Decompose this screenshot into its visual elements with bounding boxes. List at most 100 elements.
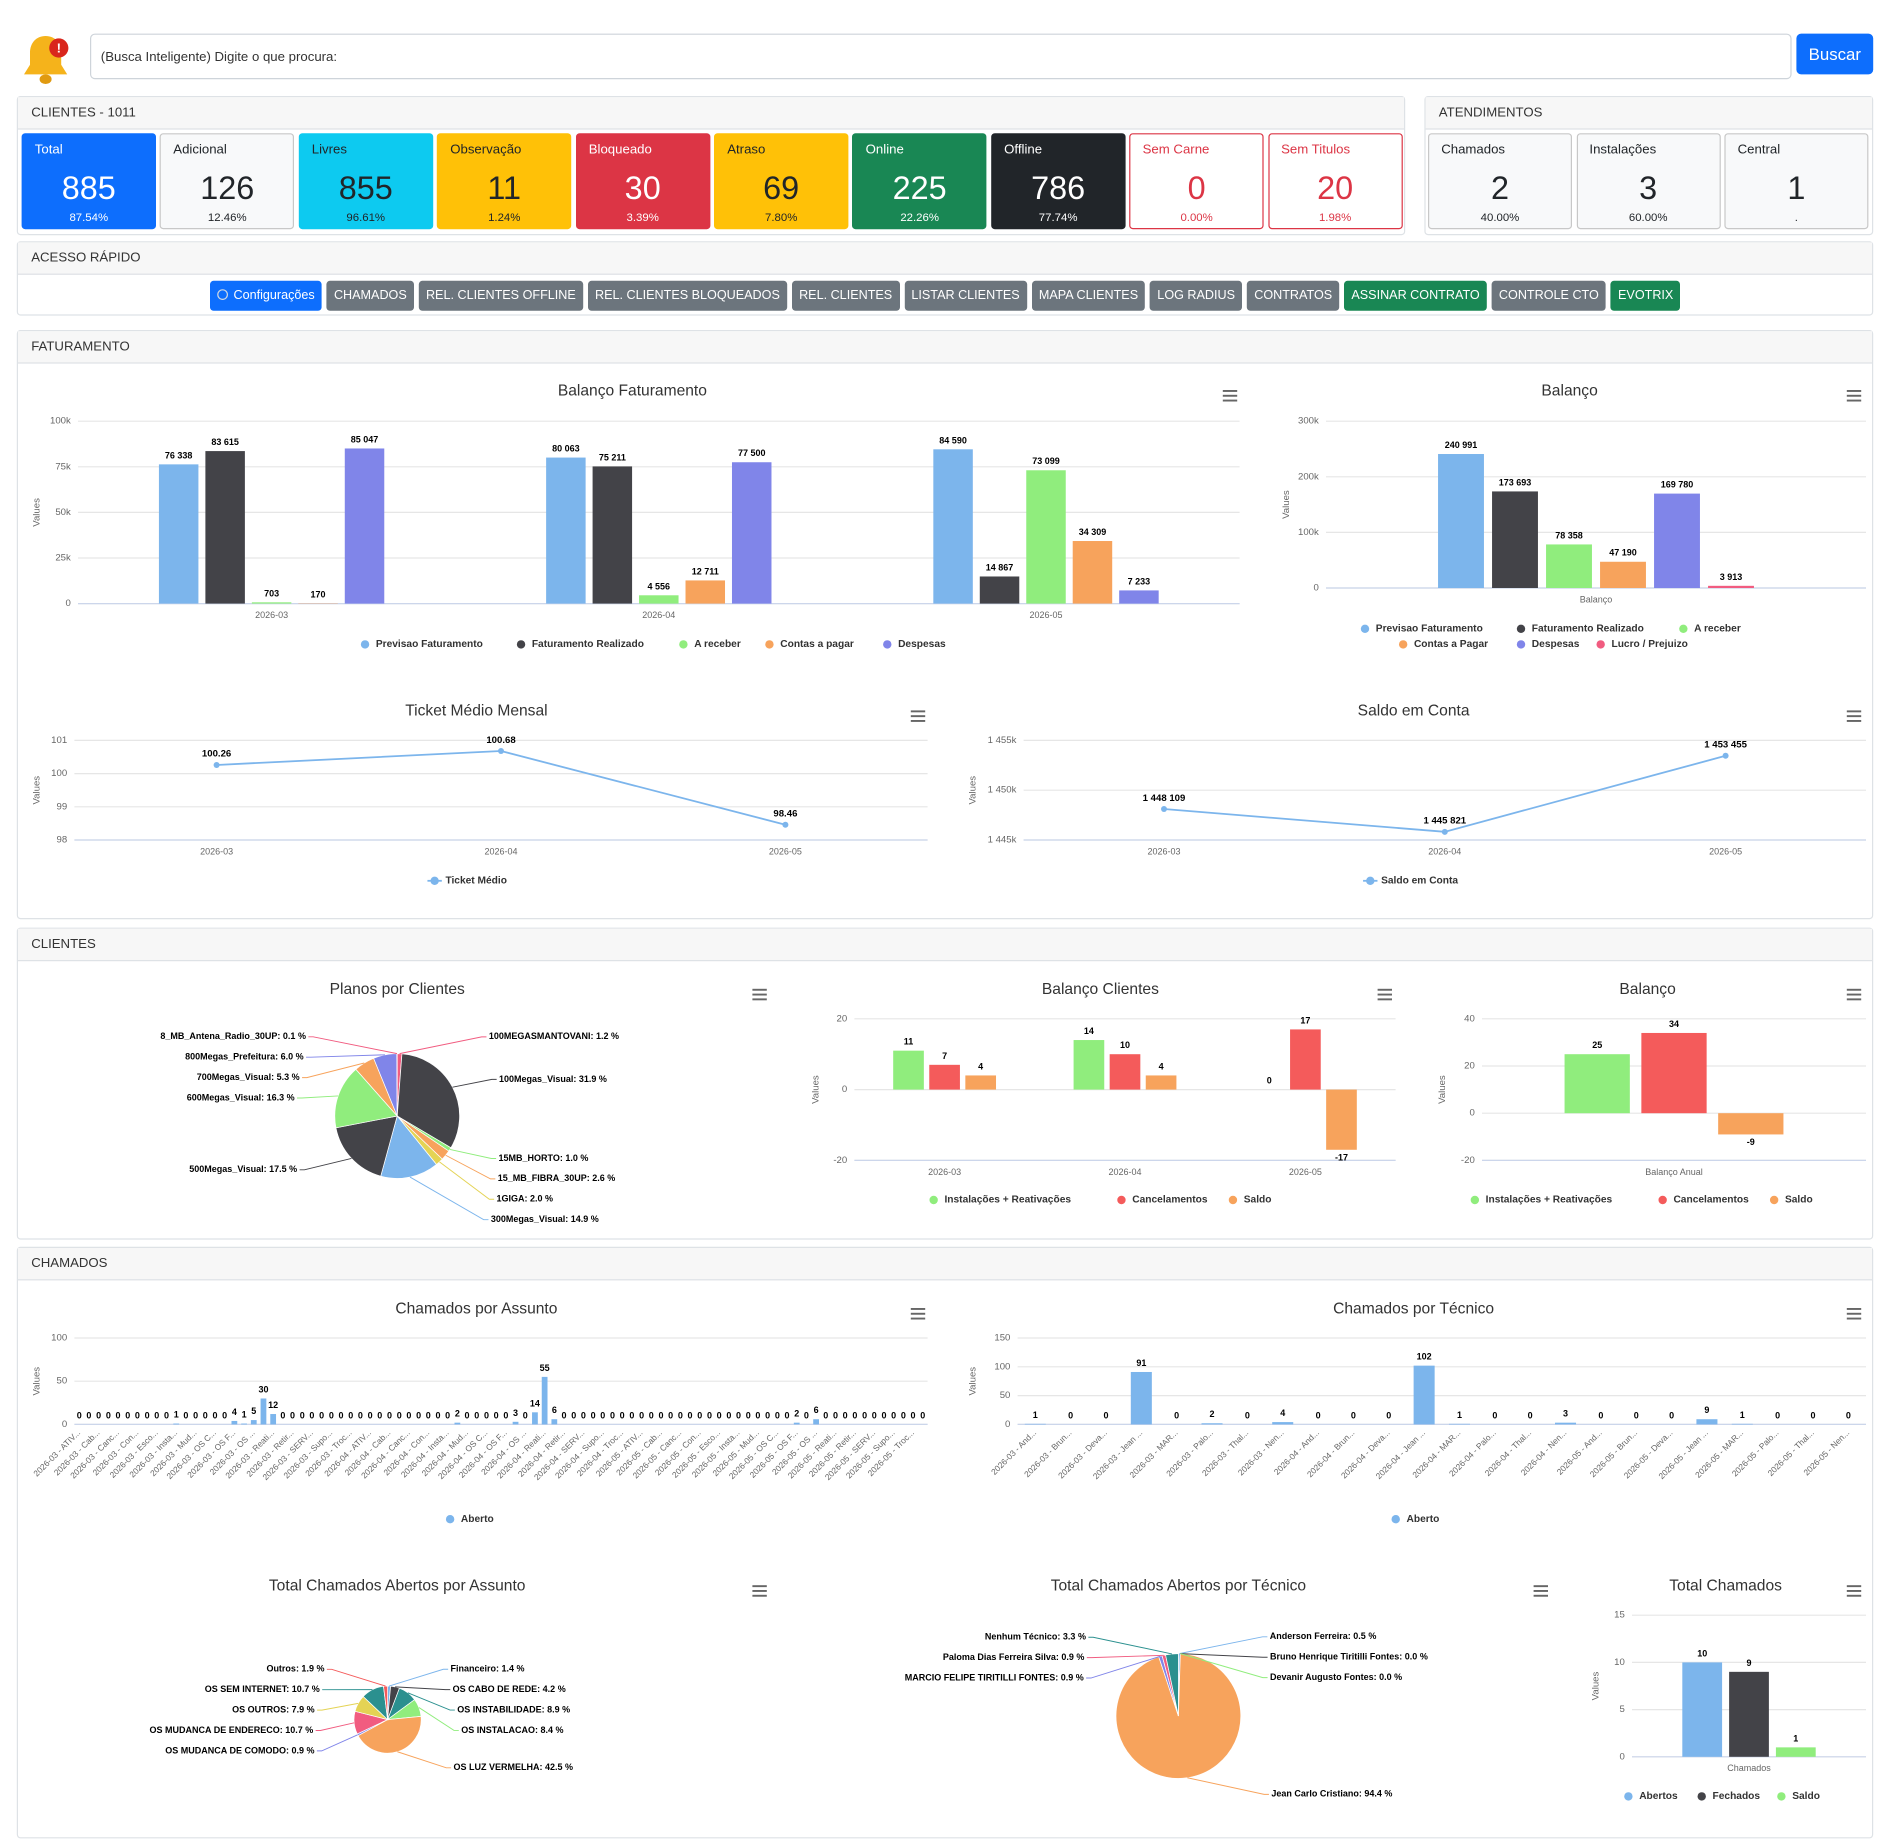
menu-icon-line[interactable] xyxy=(1846,1590,1862,1592)
quick-button[interactable]: Configurações xyxy=(209,280,322,311)
legend-label[interactable]: Previsao Faturamento xyxy=(376,639,483,650)
legend-label[interactable]: Instalações + Reativações xyxy=(944,1195,1071,1206)
menu-icon-line[interactable] xyxy=(1846,720,1862,722)
data-label: 0 xyxy=(1174,1410,1179,1420)
legend-label[interactable]: Fechados xyxy=(1713,1791,1761,1802)
stat-card[interactable]: Chamados 2 40.00% xyxy=(1428,133,1573,230)
menu-icon-line[interactable] xyxy=(1533,1585,1549,1588)
legend-label[interactable]: Saldo xyxy=(1792,1791,1820,1802)
menu-icon-line[interactable] xyxy=(1846,710,1862,713)
quick-button[interactable]: REL. CLIENTES xyxy=(791,280,900,311)
legend-label[interactable]: Contas a pagar xyxy=(780,639,854,650)
y-tick-label: 0 xyxy=(1005,1419,1010,1430)
menu-icon-line[interactable] xyxy=(1377,988,1392,991)
legend-label[interactable]: A receber xyxy=(1694,623,1741,634)
search-button[interactable]: Buscar xyxy=(1796,33,1874,75)
menu-icon-line[interactable] xyxy=(1846,390,1862,392)
data-label: 169 780 xyxy=(1661,480,1694,490)
menu-icon-line[interactable] xyxy=(752,988,767,991)
menu-icon-line[interactable] xyxy=(1846,1585,1862,1588)
menu-icon-line[interactable] xyxy=(1846,394,1862,397)
stat-card[interactable]: Total 885 87.54% xyxy=(21,133,156,230)
legend-label[interactable]: Cancelamentos xyxy=(1132,1195,1208,1206)
card-value: 855 xyxy=(338,170,393,207)
pie-connector xyxy=(452,1078,497,1088)
search-input[interactable]: (Busca Inteligente) Digite o que procura… xyxy=(90,33,1792,80)
stat-card[interactable]: Offline 786 77.74% xyxy=(990,133,1126,230)
menu-icon-line[interactable] xyxy=(1377,993,1392,996)
legend-label[interactable]: Previsao Faturamento xyxy=(1376,623,1483,634)
legend-label[interactable]: Saldo xyxy=(1244,1195,1272,1206)
menu-icon-line[interactable] xyxy=(752,993,767,996)
data-label: 0 xyxy=(96,1410,101,1420)
menu-icon-line[interactable] xyxy=(1846,993,1862,996)
menu-icon-line[interactable] xyxy=(1222,399,1238,402)
menu-icon-line[interactable] xyxy=(910,715,926,718)
legend-label[interactable]: Faturamento Realizado xyxy=(1532,623,1644,634)
button-label: LISTAR CLIENTES xyxy=(911,288,1020,303)
legend-label[interactable]: Aberto xyxy=(1407,1514,1440,1525)
legend-label[interactable]: Instalações + Reativações xyxy=(1486,1195,1613,1206)
menu-icon-line[interactable] xyxy=(752,1594,767,1597)
menu-icon-line[interactable] xyxy=(1846,1312,1862,1315)
stat-card[interactable]: Bloqueado 30 3.39% xyxy=(575,133,710,230)
legend-label[interactable]: Saldo em Conta xyxy=(1381,875,1458,886)
stat-card[interactable]: Online 225 22.26% xyxy=(852,133,987,230)
menu-icon-line[interactable] xyxy=(1533,1594,1549,1597)
quick-button[interactable]: CONTROLE CTO xyxy=(1491,280,1607,311)
legend-label[interactable]: Saldo xyxy=(1785,1195,1813,1206)
legend-label[interactable]: Cancelamentos xyxy=(1673,1195,1749,1206)
stat-card[interactable]: Atraso 69 7.80% xyxy=(714,133,849,230)
quick-button[interactable]: ASSINAR CONTRATO xyxy=(1344,280,1487,311)
quick-button[interactable]: EVOTRIX xyxy=(1610,280,1681,311)
menu-icon-line[interactable] xyxy=(1222,390,1238,392)
quick-button[interactable]: CONTRATOS xyxy=(1247,280,1340,311)
legend-label[interactable]: Despesas xyxy=(1532,639,1580,650)
menu-icon-line[interactable] xyxy=(910,1308,926,1310)
menu-icon-line[interactable] xyxy=(1533,1590,1549,1592)
data-label: 4 xyxy=(1280,1408,1285,1418)
card-percent: 1.98% xyxy=(1318,211,1352,225)
legend-label[interactable]: Abertos xyxy=(1639,1791,1678,1802)
menu-icon-line[interactable] xyxy=(1846,1317,1862,1320)
stat-card[interactable]: Sem Titulos 20 1.98% xyxy=(1267,133,1403,230)
menu-icon-line[interactable] xyxy=(910,720,926,722)
quick-button[interactable]: MAPA CLIENTES xyxy=(1031,280,1146,311)
quick-button[interactable]: REL. CLIENTES BLOQUEADOS xyxy=(587,280,788,311)
menu-icon-line[interactable] xyxy=(752,998,767,1001)
quick-button[interactable]: REL. CLIENTES OFFLINE xyxy=(418,280,584,311)
notification-bell[interactable]: ! xyxy=(17,31,75,89)
legend-label[interactable]: Faturamento Realizado xyxy=(532,639,644,650)
menu-icon-line[interactable] xyxy=(910,710,926,713)
legend-label[interactable]: Contas a Pagar xyxy=(1414,639,1488,650)
menu-icon-line[interactable] xyxy=(1222,394,1238,397)
menu-icon-line[interactable] xyxy=(1846,988,1862,991)
stat-card[interactable]: Instalações 3 60.00% xyxy=(1576,133,1721,230)
pie-label: OS SEM INTERNET: 10.7 % xyxy=(205,1684,320,1694)
menu-icon-line[interactable] xyxy=(1846,998,1862,1001)
legend-label[interactable]: Aberto xyxy=(461,1514,494,1525)
legend-label[interactable]: A receber xyxy=(694,639,741,650)
menu-icon-line[interactable] xyxy=(910,1317,926,1320)
legend-label[interactable]: Ticket Médio xyxy=(445,875,507,886)
quick-button[interactable]: CHAMADOS xyxy=(326,280,414,311)
data-label: 0 xyxy=(872,1410,877,1420)
menu-icon-line[interactable] xyxy=(1846,1308,1862,1310)
line-point xyxy=(213,761,220,768)
menu-icon-line[interactable] xyxy=(910,1312,926,1315)
stat-card[interactable]: Observação 11 1.24% xyxy=(437,133,572,230)
menu-icon-line[interactable] xyxy=(1377,998,1392,1001)
menu-icon-line[interactable] xyxy=(1846,1594,1862,1597)
stat-card[interactable]: Sem Carne 0 0.00% xyxy=(1129,133,1264,230)
menu-icon-line[interactable] xyxy=(1846,399,1862,402)
legend-label[interactable]: Lucro / Prejuizo xyxy=(1611,639,1687,650)
menu-icon-line[interactable] xyxy=(752,1585,767,1588)
stat-card[interactable]: Adicional 126 12.46% xyxy=(160,133,295,230)
stat-card[interactable]: Central 1. xyxy=(1724,133,1869,230)
stat-card[interactable]: Livres 855 96.61% xyxy=(298,133,433,230)
legend-label[interactable]: Despesas xyxy=(898,639,946,650)
quick-button[interactable]: LISTAR CLIENTES xyxy=(904,280,1027,311)
quick-button[interactable]: LOG RADIUS xyxy=(1150,280,1243,311)
menu-icon-line[interactable] xyxy=(1846,715,1862,718)
menu-icon-line[interactable] xyxy=(752,1590,767,1592)
